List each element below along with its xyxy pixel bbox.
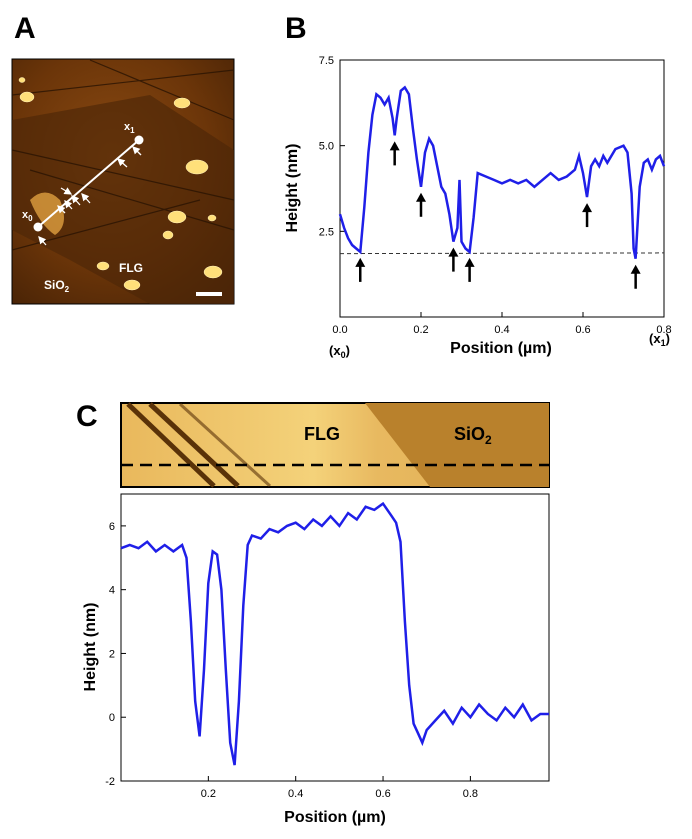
profile-line [37, 139, 140, 228]
chart-c-ytick-label: 6 [109, 521, 115, 533]
chart-b-feature-arrow [582, 203, 593, 228]
afm-image-c: FLG SiO2 [120, 402, 550, 488]
flg-label-a: FLG [119, 261, 143, 275]
chart-c-ylabel: Height (nm) [82, 603, 99, 692]
chart-b-feature-arrow [448, 247, 459, 272]
scale-bar [196, 292, 222, 296]
chart-c-xtick-label: 0.6 [375, 788, 390, 800]
chart-c-xtick-label: 0.2 [201, 788, 216, 800]
sio2-label-a: SiO2 [44, 278, 70, 294]
chart-b-xtick-label: 0.6 [575, 324, 590, 336]
chart-b-xtick-label: 0.2 [413, 324, 428, 336]
chart-b-ytick-label: 7.5 [319, 55, 334, 67]
chart-b-feature-arrow [464, 257, 475, 282]
x1-label: x1 [124, 121, 135, 135]
flg-label-c: FLG [304, 424, 340, 444]
chart-b-ylabel: Height (nm) [284, 144, 301, 233]
feature-arrows-a [38, 146, 142, 246]
panel-label-b: B [285, 12, 307, 45]
chart-c-frame [120, 493, 550, 782]
sio2-label-c: SiO2 [454, 424, 492, 447]
chart-b-feature-arrow [630, 264, 641, 289]
afm-image-a: x0 x1 FLG SiO2 [11, 58, 235, 305]
x0-marker [33, 222, 43, 232]
chart-b: 0.0 0.2 0.4 0.6 0.8 2.5 5.0 7.5 Position (µm) H… [284, 55, 672, 360]
chart-c-ytick-label: 2 [109, 648, 115, 660]
chart-b-x0-endpoint: (x0) [329, 343, 350, 360]
chart-b-xtick-label: 0.0 [332, 324, 347, 336]
panel-label-a: A [14, 12, 36, 45]
chart-b-reference-line [339, 252, 665, 255]
chart-b-feature-arrow [389, 141, 400, 166]
chart-b-ytick-label: 5.0 [319, 141, 334, 153]
chart-c-series-line [120, 501, 549, 766]
chart-b-ytick-label: 2.5 [319, 226, 334, 238]
chart-b-series-line [338, 85, 666, 259]
panel-label-c: C [76, 400, 98, 433]
chart-b-xlabel: Position (µm) [450, 340, 552, 357]
chart-c: 0.2 0.4 0.6 0.8 -2 0 2 4 6 Position (µm) Height … [82, 493, 550, 826]
chart-c-ytick-label: -2 [105, 776, 115, 788]
chart-b-feature-arrow [416, 192, 426, 217]
x0-label: x0 [22, 209, 33, 223]
x1-marker [134, 135, 144, 145]
chart-c-ytick-label: 4 [109, 585, 115, 597]
chart-c-xtick-label: 0.8 [463, 788, 478, 800]
chart-b-xtick-label: 0.8 [656, 324, 671, 336]
chart-b-x1-endpoint: (x1) [649, 331, 670, 348]
chart-c-xtick-label: 0.4 [288, 788, 303, 800]
chart-b-feature-arrow [355, 257, 366, 282]
chart-b-xtick-label: 0.4 [494, 324, 509, 336]
chart-c-ytick-label: 0 [109, 712, 115, 724]
chart-c-xlabel: Position (µm) [284, 809, 386, 826]
